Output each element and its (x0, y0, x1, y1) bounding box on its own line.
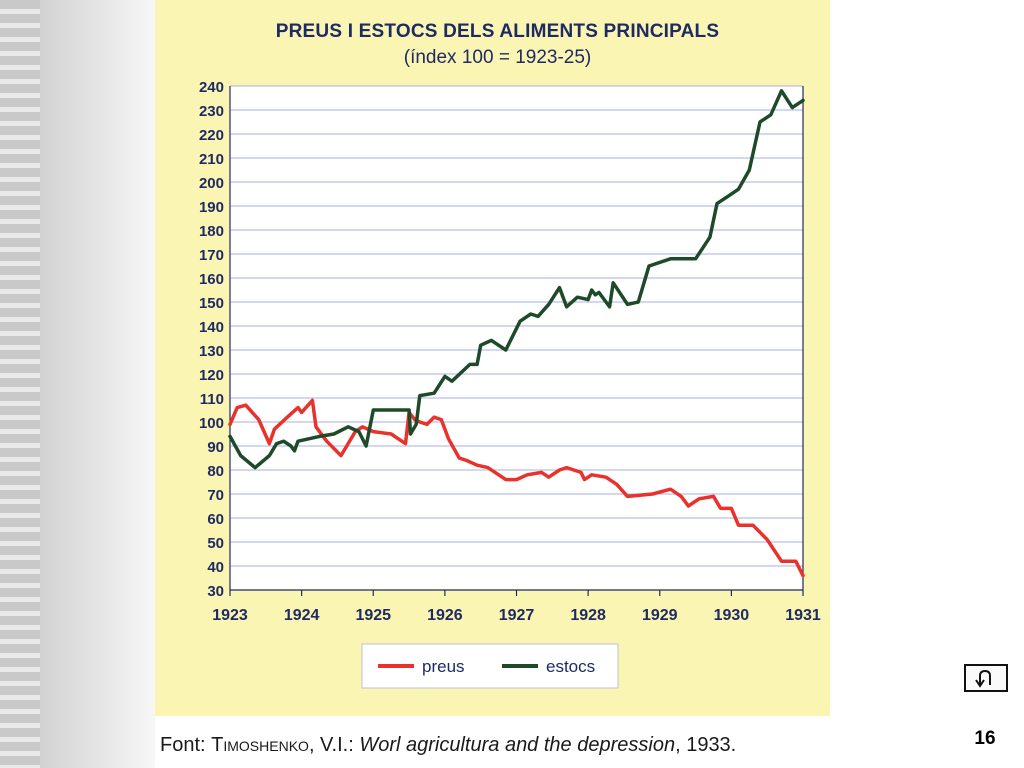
x-tick-label: 1926 (427, 607, 463, 624)
x-tick-label: 1928 (570, 607, 606, 624)
legend-label-estocs: estocs (546, 657, 595, 676)
y-tick-label: 110 (200, 391, 224, 408)
gridlines (230, 85, 803, 591)
series-line-estocs (228, 89, 805, 470)
source-author-rest: , V.I.: (308, 734, 360, 756)
y-tick-label: 60 (207, 511, 224, 528)
source-prefix: Font: (160, 734, 212, 756)
legend: preus estocs (361, 643, 619, 689)
y-tick-label: 220 (199, 127, 224, 144)
x-tick-label: 1927 (499, 607, 535, 624)
y-tick-label: 30 (207, 583, 224, 600)
series-line-preus (228, 398, 805, 578)
u-turn-arrow-icon (975, 669, 991, 688)
chart-subtitle: (índex 100 = 1923-25) (403, 47, 592, 68)
source-book: Worl agricultura and the depression (359, 734, 676, 756)
y-tick-label: 100 (199, 415, 224, 432)
y-tick-label: 160 (199, 271, 224, 288)
slide-decoration-fade (40, 0, 155, 768)
y-tick-label: 40 (207, 559, 224, 576)
x-tick-label: 1924 (284, 607, 320, 624)
return-button[interactable] (964, 664, 1008, 692)
y-tick-label: 80 (207, 463, 224, 480)
y-tick-label: 150 (199, 295, 224, 312)
y-tick-label: 210 (199, 151, 224, 168)
chart-title: PREUS I ESTOCS DELS ALIMENTS PRINCIPALS (275, 21, 720, 42)
y-tick-label: 120 (199, 367, 224, 384)
y-tick-label: 50 (207, 535, 224, 552)
legend-label-preus: preus (422, 657, 465, 676)
source-author: Timoshenko (211, 734, 309, 756)
line-chart: 30 40 50 60 70 80 90 100 110 120 130 140 150 160 170 18… (199, 79, 821, 689)
y-tick-label: 170 (199, 247, 224, 264)
x-tick-label: 1925 (355, 607, 391, 624)
y-tick-label: 130 (199, 343, 224, 360)
y-tick-label: 200 (199, 175, 224, 192)
axes: 30 40 50 60 70 80 90 100 110 120 130 140 150 160 170 18… (199, 79, 821, 624)
slide-decoration-strip (0, 0, 40, 768)
x-tick-label: 1931 (785, 607, 821, 624)
y-tick-label: 180 (199, 223, 224, 240)
plot-area (230, 86, 803, 590)
source-note: Font: Timoshenko, V.I.: Worl agricultura… (160, 734, 736, 757)
y-tick-label: 230 (199, 103, 224, 120)
x-tick-label: 1923 (212, 607, 248, 624)
page-number: 16 (974, 728, 996, 749)
y-tick-label: 240 (199, 79, 224, 96)
source-year: , 1933. (675, 734, 737, 756)
y-tick-label: 190 (199, 199, 224, 216)
x-tick-label: 1929 (642, 607, 678, 624)
x-tick-label: 1930 (714, 607, 750, 624)
y-tick-label: 140 (199, 319, 224, 336)
series-lines (228, 89, 805, 578)
y-tick-label: 90 (207, 439, 224, 456)
y-tick-label: 70 (207, 487, 224, 504)
